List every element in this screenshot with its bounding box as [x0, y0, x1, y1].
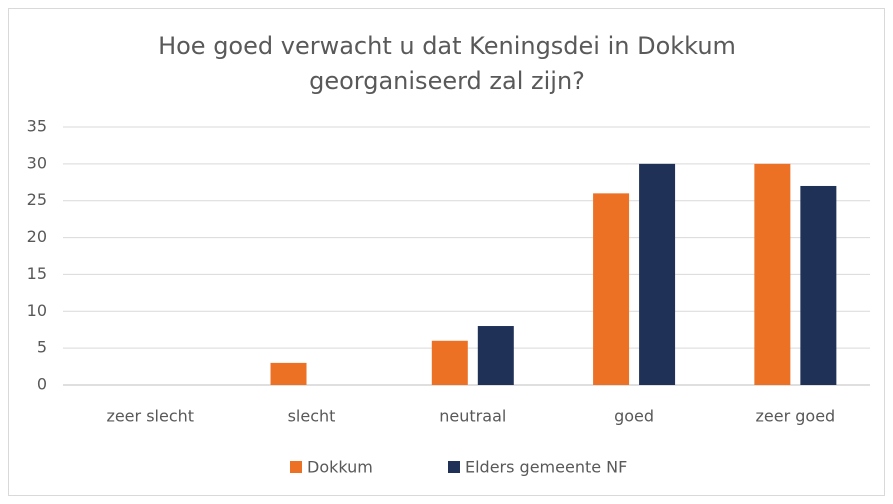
- chart-title: Hoe goed verwacht u dat Keningsdei in Do…: [158, 32, 736, 60]
- bar: [477, 326, 514, 385]
- x-tick-label: neutraal: [439, 407, 506, 426]
- x-tick-label: zeer goed: [756, 407, 836, 426]
- bar: [270, 362, 307, 385]
- x-tick-label: zeer slecht: [106, 407, 194, 426]
- y-tick-label: 0: [37, 375, 47, 394]
- legend-swatch: [448, 461, 460, 473]
- y-tick-label: 35: [27, 117, 47, 136]
- bar: [639, 163, 676, 385]
- chart-title: georganiseerd zal zijn?: [309, 67, 585, 95]
- y-tick-label: 30: [27, 153, 47, 172]
- bar: [431, 340, 468, 385]
- legend-swatch: [290, 461, 302, 473]
- y-tick-label: 10: [27, 301, 47, 320]
- legend-label: Elders gemeente NF: [465, 458, 627, 477]
- bar: [800, 185, 837, 385]
- chart-border: [8, 8, 885, 496]
- bar: [754, 163, 791, 385]
- y-tick-label: 15: [27, 264, 47, 283]
- y-tick-label: 25: [27, 190, 47, 209]
- legend-label: Dokkum: [307, 458, 373, 477]
- bar: [593, 193, 630, 385]
- x-tick-label: slecht: [288, 407, 336, 426]
- y-tick-label: 5: [37, 338, 47, 357]
- x-tick-label: goed: [614, 407, 654, 426]
- y-tick-label: 20: [27, 227, 47, 246]
